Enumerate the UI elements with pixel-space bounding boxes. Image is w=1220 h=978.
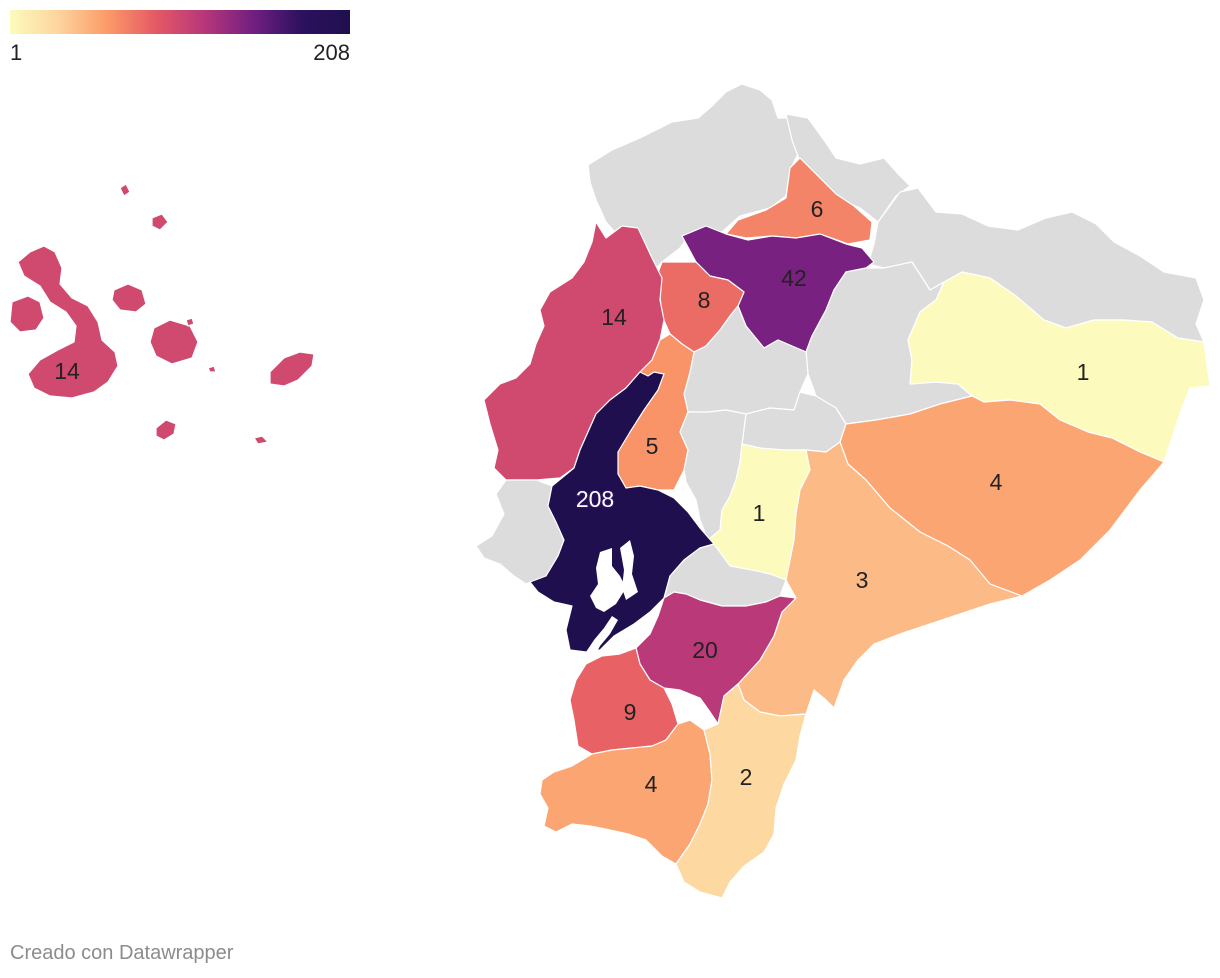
gulf-water (590, 548, 626, 612)
value-label-manabi: 14 (601, 304, 627, 330)
value-label-guayas: 208 (576, 486, 614, 512)
color-legend: 1 208 (10, 10, 350, 65)
gulf-water (586, 616, 618, 654)
value-label-los-rios: 5 (646, 433, 659, 459)
legend-max-label: 208 (313, 40, 350, 65)
value-label-chimborazo: 1 (753, 500, 766, 526)
value-label-orellana: 1 (1077, 359, 1090, 385)
value-label-galapagos: 14 (54, 358, 80, 384)
region-manabi[interactable] (483, 221, 665, 481)
region-morona-santiago[interactable] (737, 441, 1023, 717)
legend-min-label: 1 (10, 40, 23, 65)
value-label-azuay: 20 (692, 637, 718, 663)
value-label-pastaza: 4 (990, 469, 1003, 495)
value-label-santo-domingo: 8 (698, 287, 711, 313)
regions-layer (9, 83, 1211, 899)
value-label-el-oro: 9 (624, 699, 637, 725)
gulf-water (620, 540, 638, 600)
region-zamora-chinchipe[interactable] (675, 683, 807, 899)
credit-text: Creado con Datawrapper (10, 942, 234, 964)
value-label-loja: 4 (645, 771, 658, 797)
legend-gradient-bar (10, 10, 350, 34)
region-galapagos[interactable] (9, 183, 315, 445)
value-label-zamora-chinchipe: 2 (740, 764, 753, 790)
value-label-imbabura: 6 (811, 196, 824, 222)
value-label-pichincha: 42 (781, 265, 807, 291)
value-label-morona-santiago: 3 (856, 567, 869, 593)
